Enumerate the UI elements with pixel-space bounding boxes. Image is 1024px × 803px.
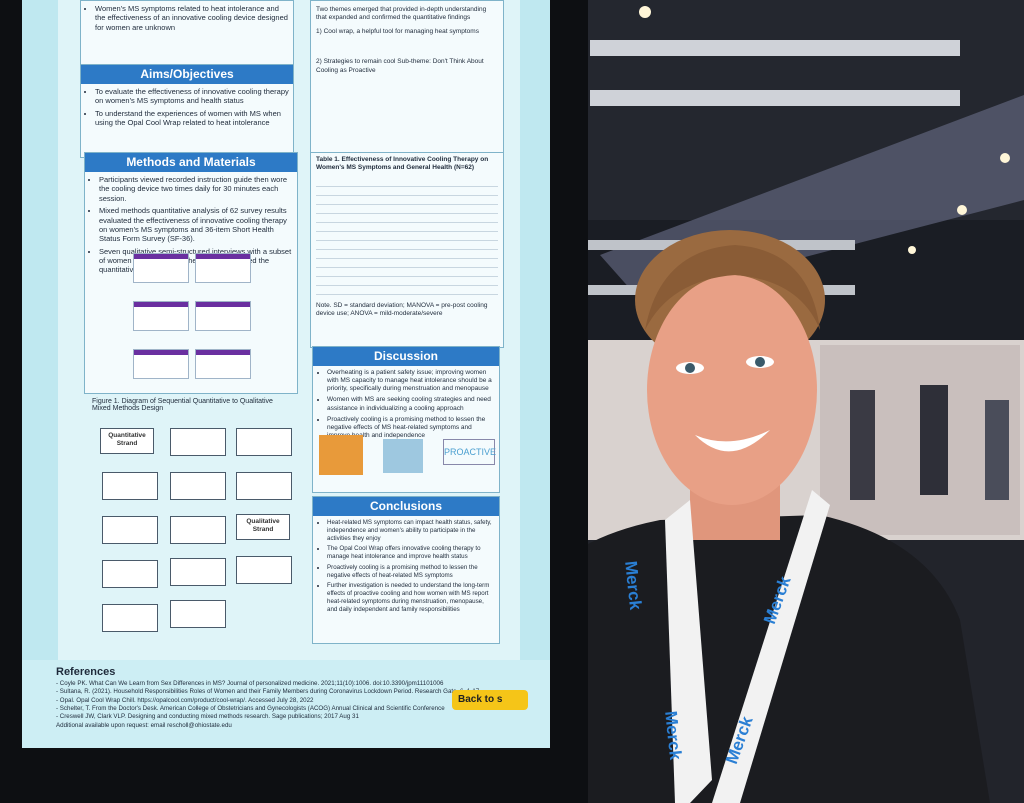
- bullet: Participants viewed recorded instruction…: [99, 175, 293, 203]
- diagram-node: [102, 472, 158, 500]
- bullet: Heat-related MS symptoms can impact heal…: [327, 519, 495, 542]
- bullet: Overheating is a patient safety issue; i…: [327, 369, 495, 393]
- data-table: [316, 178, 498, 297]
- back-button[interactable]: Back to s: [452, 690, 528, 710]
- screenshot-thumb: [133, 253, 189, 283]
- conclusions-box: Conclusions Heat-related MS symptoms can…: [312, 496, 500, 644]
- diagram-node: [170, 600, 226, 628]
- bullet: Further investigation is needed to under…: [327, 582, 495, 613]
- diagram-node: [170, 558, 226, 586]
- discussion-box: Discussion Overheating is a patient safe…: [312, 346, 500, 493]
- reference: - Schelter, T. From the Doctor's Desk. A…: [56, 705, 445, 713]
- section-heading: Discussion: [313, 347, 499, 366]
- intro-box: Women's MS symptoms related to heat into…: [80, 0, 294, 72]
- diagram-node: [170, 516, 226, 544]
- screenshot-thumb: [195, 349, 251, 379]
- references-heading: References: [56, 666, 116, 678]
- results-text: Two themes emerged that provided in-dept…: [316, 6, 487, 22]
- diagram-node: [102, 516, 158, 544]
- reference: - Sultana, R. (2021). Household Responsi…: [56, 688, 481, 696]
- bullet: Proactively cooling is a promising metho…: [327, 416, 495, 440]
- bullet: To understand the experiences of women w…: [95, 109, 289, 128]
- table-box: Table 1. Effectiveness of Innovative Coo…: [310, 152, 504, 348]
- diagram-node: [102, 604, 158, 632]
- poster: Women's MS symptoms related to heat into…: [22, 0, 550, 748]
- methods-box: Methods and Materials Participants viewe…: [84, 152, 298, 394]
- intro-text: Women's MS symptoms related to heat into…: [95, 4, 289, 32]
- diagram-node: Qualitative Strand: [236, 514, 290, 540]
- aims-box: Aims/Objectives To evaluate the effectiv…: [80, 64, 294, 158]
- reference: - Coyle PK. What Can We Learn from Sex D…: [56, 680, 444, 687]
- results-text: 2) Strategies to remain cool Sub-theme: …: [316, 58, 484, 74]
- results-box: Two themes emerged that provided in-dept…: [310, 0, 504, 156]
- table-caption: Table 1. Effectiveness of Innovative Coo…: [316, 156, 489, 172]
- reference: - Creswell JW, Clark VLP. Designing and …: [56, 713, 359, 721]
- section-heading: Methods and Materials: [85, 153, 297, 172]
- screenshot-thumb: [195, 301, 251, 331]
- photo-image: [383, 439, 423, 473]
- results-text: 1) Cool wrap, a helpful tool for managin…: [316, 28, 479, 36]
- screenshot-thumb: [133, 349, 189, 379]
- thermometer-image: [319, 435, 363, 475]
- bullet: Mixed methods quantitative analysis of 6…: [99, 206, 293, 244]
- diagram-node: [236, 472, 292, 500]
- diagram-node: [170, 472, 226, 500]
- section-heading: Aims/Objectives: [81, 65, 293, 84]
- bullet: Proactively cooling is a promising metho…: [327, 564, 495, 580]
- screenshot-thumb: [195, 253, 251, 283]
- reference: - Opal. Opal Cool Wrap Chill. https://op…: [56, 696, 314, 704]
- bullet: The Opal Cool Wrap offers innovative coo…: [327, 545, 495, 561]
- bullet: Women with MS are seeking cooling strate…: [327, 396, 495, 412]
- bullet: To evaluate the effectiveness of innovat…: [95, 87, 289, 106]
- diagram-node: [102, 560, 158, 588]
- table-note: Note. SD = standard deviation; MANOVA = …: [316, 302, 488, 318]
- diagram-node: [236, 428, 292, 456]
- figure-caption: Figure 1. Diagram of Sequential Quantita…: [92, 398, 273, 412]
- diagram-node: [236, 556, 292, 584]
- section-heading: Conclusions: [313, 497, 499, 516]
- diagram-node: [170, 428, 226, 456]
- proactive-image: PROACTIVE: [443, 439, 496, 465]
- reference: Additional available upon request: email…: [56, 721, 232, 729]
- diagram-node: Quantitative Strand: [100, 428, 154, 454]
- screenshot-thumb: [133, 301, 189, 331]
